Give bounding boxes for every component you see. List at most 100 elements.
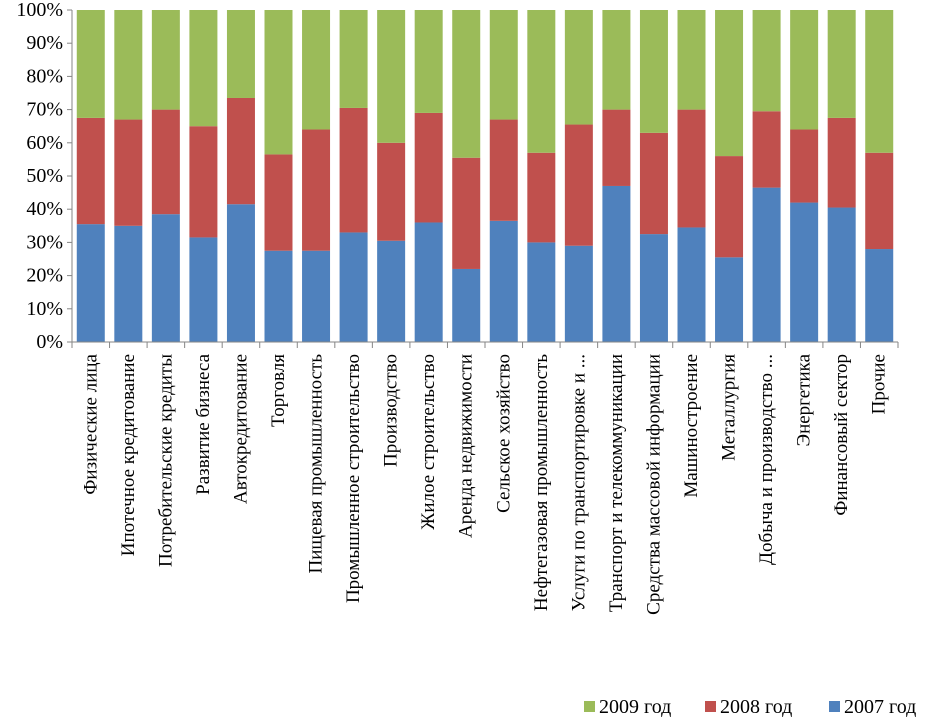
- bar-segment-2: [76, 117, 105, 225]
- x-tick-label: Автокредитование: [230, 354, 251, 504]
- bar-segment-1: [339, 232, 368, 342]
- bar-segment-3: [602, 10, 631, 110]
- bar-segment-2: [677, 109, 706, 228]
- x-tick-label: Торговля: [268, 354, 289, 427]
- y-tick-label: 80%: [26, 65, 63, 87]
- y-tick-label: 20%: [26, 265, 63, 287]
- bar-segment-2: [302, 129, 331, 251]
- bar-segment-3: [339, 10, 368, 108]
- bar-segment-3: [527, 10, 556, 153]
- x-tick-label: Металлургия: [719, 354, 740, 461]
- bar-segment-1: [264, 250, 293, 342]
- bar-segment-3: [76, 10, 105, 118]
- y-tick-label: 0%: [36, 331, 63, 353]
- y-tick-label: 90%: [26, 32, 63, 54]
- y-tick-label: 40%: [26, 198, 63, 220]
- x-tick-label: Сельское хозяйство: [493, 354, 514, 513]
- legend-swatch-2: [705, 701, 716, 712]
- bar-segment-2: [377, 142, 406, 241]
- bar-segment-2: [827, 117, 856, 208]
- x-tick-label: Промышленное строительство: [343, 354, 364, 603]
- legend-swatch-1: [829, 701, 840, 712]
- x-tick-label: Жилое строительство: [418, 354, 439, 530]
- bar-segment-2: [715, 156, 744, 258]
- bar-segment-3: [226, 10, 255, 98]
- x-tick-label: Добыча и производство ...: [756, 354, 777, 565]
- x-tick-label: Ипотечное кредитование: [118, 354, 139, 556]
- bar-segment-2: [339, 107, 368, 233]
- bar-segment-2: [414, 112, 443, 223]
- bar-segment-3: [639, 10, 668, 133]
- bar-segment-3: [827, 10, 856, 118]
- bar-segment-3: [151, 10, 180, 110]
- bar-segment-3: [377, 10, 406, 143]
- x-tick-label: Потребительские кредиты: [155, 354, 176, 567]
- y-tick-label: 30%: [26, 231, 63, 253]
- bar-segment-2: [151, 109, 180, 215]
- bar-segment-2: [602, 109, 631, 186]
- x-tick-label: Развитие бизнеса: [193, 353, 214, 494]
- bar-segment-3: [114, 10, 143, 120]
- bar-segment-3: [414, 10, 443, 113]
- bar-segment-3: [302, 10, 331, 130]
- x-tick-label: Услуги по транспортировке и ...: [568, 354, 589, 611]
- legend-swatch-3: [584, 701, 595, 712]
- bar-segment-3: [489, 10, 518, 120]
- bar-segment-1: [489, 220, 518, 342]
- bar-segment-2: [527, 152, 556, 243]
- bar-segment-1: [76, 224, 105, 342]
- x-axis-labels: Физические лица Ипотечное кредитование Пот…: [80, 353, 889, 614]
- bar-segment-2: [264, 154, 293, 251]
- legend-label: 2008 год: [720, 696, 792, 718]
- bar-segment-1: [639, 234, 668, 342]
- legend-label: 2007 год: [844, 696, 916, 718]
- bar-segment-3: [189, 10, 218, 127]
- bar-segment-1: [414, 222, 443, 342]
- bar-segment-2: [226, 97, 255, 205]
- bar-segment-1: [151, 214, 180, 342]
- bar-segment-2: [865, 152, 894, 250]
- bar-segment-3: [752, 10, 781, 112]
- bar-segment-1: [677, 227, 706, 342]
- bar-segment-3: [865, 10, 894, 153]
- bar-segment-3: [564, 10, 593, 125]
- bar-segment-2: [790, 129, 819, 203]
- bar-segment-1: [827, 207, 856, 342]
- x-tick-label: Транспорт и телекоммуникации: [606, 354, 627, 612]
- bar-segment-1: [602, 185, 631, 342]
- x-tick-label: Энергетика: [794, 353, 815, 446]
- bar-segment-1: [189, 237, 218, 342]
- bar-segment-1: [564, 245, 593, 342]
- bar-segment-3: [677, 10, 706, 110]
- bar-segment-1: [527, 242, 556, 342]
- bar-segment-1: [226, 204, 255, 342]
- bar-segment-1: [865, 249, 894, 342]
- x-axis-ticks: [71, 342, 899, 348]
- bar-segment-1: [752, 187, 781, 342]
- x-tick-label: Производство: [381, 354, 402, 467]
- bar-segment-1: [715, 257, 744, 342]
- x-tick-label: Прочие: [869, 354, 890, 414]
- legend: 2009 год 2008 год 2007 год: [584, 696, 916, 718]
- bar-segment-2: [189, 126, 218, 238]
- x-tick-label: Пищевая промышленность: [306, 354, 327, 574]
- y-tick-label: 100%: [16, 0, 63, 21]
- y-tick-label: 10%: [26, 298, 63, 320]
- bar-segment-1: [377, 240, 406, 342]
- x-tick-label: Физические лица: [80, 353, 101, 494]
- y-axis-ticks: 0% 10% 20% 30% 40% 50% 60% 70% 80% 90% 100%: [16, 0, 72, 353]
- bar-segment-3: [790, 10, 819, 130]
- bar-segment-2: [114, 119, 143, 226]
- bar-segment-2: [489, 119, 518, 221]
- x-tick-label: Нефтегазовая промышленность: [531, 354, 552, 611]
- legend-label: 2009 год: [599, 696, 671, 718]
- x-tick-label: Машиностроение: [681, 354, 702, 498]
- bar-segment-1: [302, 250, 331, 342]
- bar-segment-3: [452, 10, 481, 158]
- bar-segment-2: [452, 157, 481, 269]
- bar-segment-1: [114, 225, 143, 342]
- y-tick-label: 50%: [26, 165, 63, 187]
- bar-segment-2: [752, 111, 781, 188]
- bar-segment-1: [452, 268, 481, 342]
